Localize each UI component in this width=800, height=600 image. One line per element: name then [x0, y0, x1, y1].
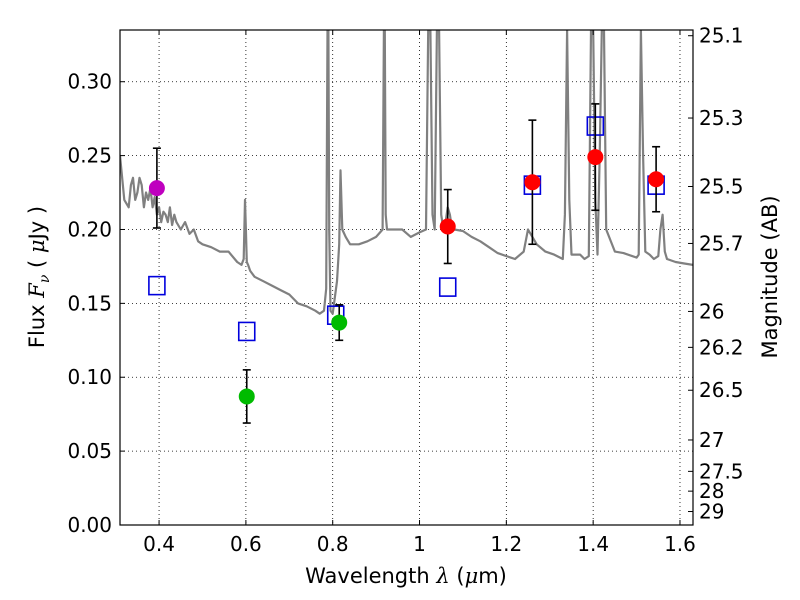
y-tick-label: 0.30 [67, 70, 112, 94]
model-square-marker [148, 275, 166, 296]
model-square-marker [438, 277, 457, 297]
grid [120, 30, 693, 525]
x-tick-label: 0.6 [230, 532, 262, 556]
spectrum-layer [120, 30, 693, 315]
x-axis-label: Wavelength λ (μm) [305, 564, 507, 588]
y-tick-label: 0.25 [67, 144, 112, 168]
x-tick-label: 0.8 [317, 532, 349, 556]
x-axis-ticks: 0.4 0.6 0.8 1 1.2 1.4 1.6 [143, 30, 696, 556]
y2-tick-label: 27.5 [699, 459, 744, 483]
y-tick-label: 0.15 [67, 291, 112, 315]
x-tick-label: 0.4 [143, 532, 175, 556]
y-tick-label: 0.00 [67, 513, 112, 537]
observed-point-marker [238, 388, 255, 405]
observed-point-marker [148, 180, 165, 197]
y2-tick-label: 26 [699, 299, 724, 323]
y2-tick-label: 25.5 [699, 174, 744, 198]
y2-tick-label: 26.2 [699, 335, 744, 359]
marks-layer [148, 103, 665, 424]
y2-tick-label: 25.3 [699, 106, 744, 130]
x-tick-label: 1.4 [577, 532, 609, 556]
x-tick-label: 1.2 [490, 532, 522, 556]
y-axis-ticks: 0.00 0.05 0.10 0.15 0.20 0.25 0.30 [67, 70, 125, 537]
y2-tick-label: 27 [699, 428, 724, 452]
observed-point-marker [439, 218, 456, 235]
y2-tick-label: 29 [699, 500, 724, 524]
observed-point-marker [524, 174, 541, 191]
y2-tick-label: 25.7 [699, 231, 744, 255]
observed-point-marker [648, 171, 665, 188]
y-tick-label: 0.10 [67, 365, 112, 389]
y2-tick-label: 26.5 [699, 378, 744, 402]
x-tick-label: 1.6 [664, 532, 696, 556]
y-axis-label: Flux Fν ( μJy ) [25, 206, 53, 348]
y2-tick-label: 28 [699, 479, 724, 503]
y-tick-label: 0.05 [67, 439, 112, 463]
model-square-marker [237, 321, 256, 342]
observed-point-marker [331, 314, 348, 331]
y2-tick-label: 25.1 [699, 24, 744, 48]
spectrum-line [120, 30, 693, 315]
observed-point-marker [587, 149, 604, 166]
plot-frame [119, 29, 694, 526]
x-tick-label: 1 [413, 532, 426, 556]
y2-axis-label: Magnitude (AB) [758, 195, 782, 358]
y-tick-label: 0.20 [67, 217, 112, 241]
